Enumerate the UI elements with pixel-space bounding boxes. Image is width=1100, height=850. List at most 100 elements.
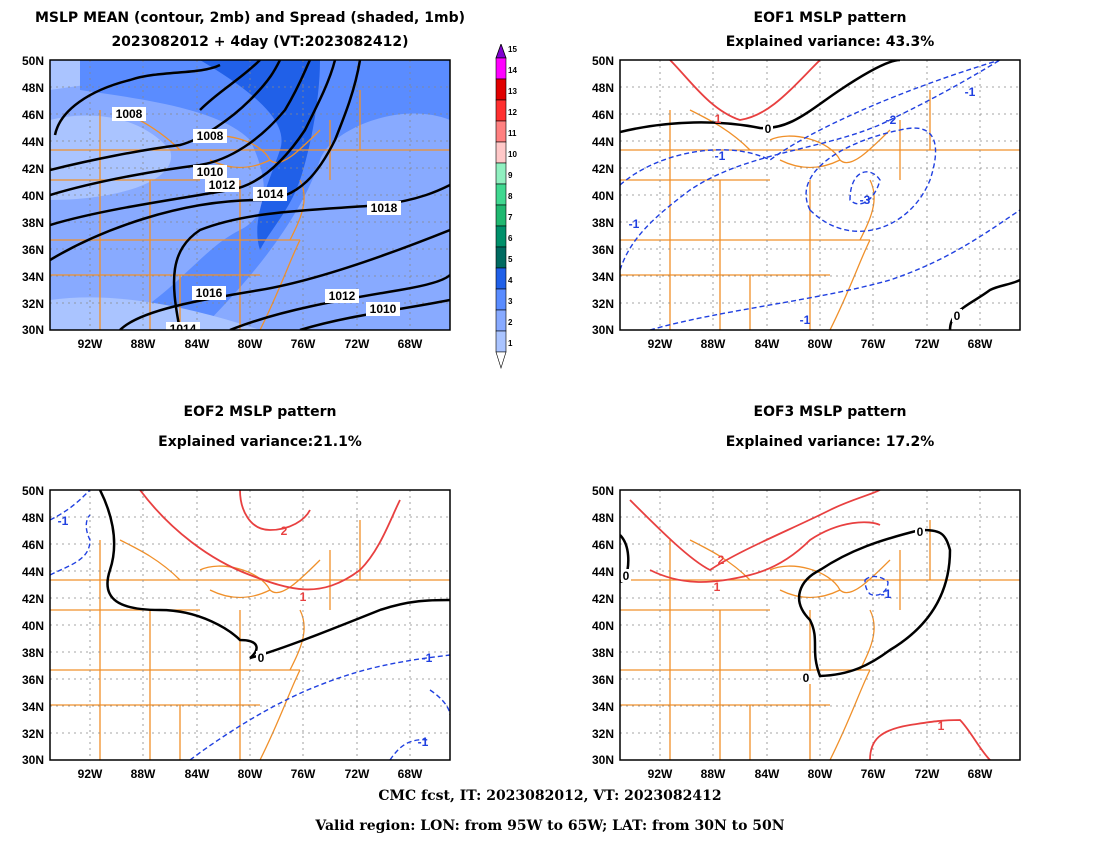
svg-text:48N: 48N [592, 81, 614, 95]
svg-text:84W: 84W [755, 337, 780, 351]
contour-label: -1 [800, 313, 811, 327]
svg-text:68W: 68W [968, 337, 993, 351]
valid-region: Valid region: LON: from 95W to 65W; LAT:… [315, 818, 785, 834]
eof3-map: 0 2 1 0 0 -1 1 50N 48N 46N 44N 42N 40N 38N 3… [592, 484, 1021, 781]
panel4-subtitle: Explained variance: 17.2% [725, 434, 935, 450]
svg-text:44N: 44N [592, 135, 614, 149]
zero-contour [620, 60, 901, 134]
colorbar-label: 12 [508, 108, 517, 117]
svg-text:32N: 32N [592, 727, 614, 741]
colorbar-label: 3 [508, 297, 513, 306]
svg-text:72W: 72W [915, 767, 940, 781]
isobar-label: 1016 [196, 286, 223, 300]
svg-text:50N: 50N [592, 484, 614, 498]
contour-label: -1 [629, 217, 640, 231]
svg-text:34N: 34N [22, 270, 44, 284]
contour-label: 0 [765, 122, 772, 136]
svg-text:32N: 32N [22, 727, 44, 741]
lat-axis: 50N 48N 46N 44N 42N 40N 38N 36N 34N 32N 30N [22, 54, 44, 337]
mslp-mean-map: 1008 1008 1010 1012 1014 1016 1012 1010 … [22, 54, 451, 351]
isobar-label: 1012 [329, 289, 356, 303]
svg-text:30N: 30N [22, 323, 44, 337]
isobar-label: 1010 [370, 302, 397, 316]
svg-text:80W: 80W [808, 767, 833, 781]
isobar-label: 1008 [197, 129, 224, 143]
svg-text:40N: 40N [22, 189, 44, 203]
svg-text:40N: 40N [22, 619, 44, 633]
forecast-info: CMC fcst, IT: 2023082012, VT: 2023082412 [378, 788, 722, 804]
colorbar-label: 10 [508, 150, 517, 159]
colorbar-label: 14 [508, 66, 517, 75]
contour-label: -3 [860, 193, 871, 207]
svg-text:80W: 80W [238, 337, 263, 351]
positive-contour [669, 60, 821, 121]
svg-text:44N: 44N [22, 135, 44, 149]
svg-text:76W: 76W [861, 767, 886, 781]
svg-text:30N: 30N [592, 753, 614, 767]
contour-label: 0 [623, 569, 630, 583]
contour-label: 1 [714, 580, 721, 594]
colorbar-label: 5 [508, 255, 513, 264]
svg-text:48N: 48N [592, 511, 614, 525]
contour-label: 0 [917, 525, 924, 539]
isobar-label: 1014 [170, 322, 197, 336]
isobar-label: 1010 [197, 165, 224, 179]
panel3-title: EOF2 MSLP pattern [183, 404, 337, 420]
svg-text:32N: 32N [22, 297, 44, 311]
svg-text:80W: 80W [808, 337, 833, 351]
contour-label: 0 [803, 671, 810, 685]
colorbar-label: 7 [508, 213, 513, 222]
contour-label: -1 [715, 149, 726, 163]
colorbar-label: 11 [508, 129, 517, 138]
svg-text:92W: 92W [78, 767, 103, 781]
svg-text:72W: 72W [345, 767, 370, 781]
svg-text:42N: 42N [22, 592, 44, 606]
spread-shade-5 [200, 60, 320, 250]
svg-text:76W: 76W [861, 337, 886, 351]
svg-text:68W: 68W [398, 337, 423, 351]
isobar-label: 1012 [209, 178, 236, 192]
svg-text:80W: 80W [238, 767, 263, 781]
panel3-subtitle: Explained variance:21.1% [158, 434, 362, 450]
svg-text:36N: 36N [22, 243, 44, 257]
svg-text:50N: 50N [22, 484, 44, 498]
svg-text:46N: 46N [22, 538, 44, 552]
svg-text:68W: 68W [398, 767, 423, 781]
colorbar-label: 6 [508, 234, 513, 243]
svg-text:46N: 46N [592, 108, 614, 122]
svg-text:42N: 42N [592, 592, 614, 606]
svg-text:88W: 88W [701, 767, 726, 781]
svg-text:36N: 36N [592, 673, 614, 687]
contour-label: -1 [881, 587, 892, 601]
contour-label: -2 [886, 113, 897, 127]
eof1-map: 1 0 -1 -2 -1 -3 -1 -1 0 50N 48N 46N 44N 42… [592, 54, 1021, 351]
svg-text:38N: 38N [592, 216, 614, 230]
svg-text:38N: 38N [22, 216, 44, 230]
colorbar-label: 13 [508, 87, 517, 96]
isobar-label: 1014 [257, 187, 284, 201]
svg-text:34N: 34N [592, 700, 614, 714]
svg-text:84W: 84W [185, 767, 210, 781]
contour-label: -1 [422, 651, 433, 665]
svg-text:32N: 32N [592, 297, 614, 311]
contour-label: 1 [938, 719, 945, 733]
contour-label: 1 [715, 112, 722, 126]
colorbar-label: 4 [508, 276, 513, 285]
panel2-subtitle: Explained variance: 43.3% [725, 34, 935, 50]
svg-text:38N: 38N [22, 646, 44, 660]
svg-text:34N: 34N [592, 270, 614, 284]
isobar-label: 1008 [116, 107, 143, 121]
svg-text:40N: 40N [592, 189, 614, 203]
svg-text:38N: 38N [592, 646, 614, 660]
svg-text:92W: 92W [648, 337, 673, 351]
svg-text:34N: 34N [22, 700, 44, 714]
contour-label: -1 [58, 514, 69, 528]
svg-text:50N: 50N [22, 54, 44, 68]
colorbar-label: 2 [508, 318, 513, 327]
svg-text:46N: 46N [592, 538, 614, 552]
svg-text:92W: 92W [648, 767, 673, 781]
svg-text:36N: 36N [592, 243, 614, 257]
eof2-map: -1 2 1 0 -1 -1 50N 48N 46N 44N 42N 40N 38N 3… [22, 484, 451, 781]
svg-text:88W: 88W [131, 337, 156, 351]
contour-label: 0 [258, 651, 265, 665]
